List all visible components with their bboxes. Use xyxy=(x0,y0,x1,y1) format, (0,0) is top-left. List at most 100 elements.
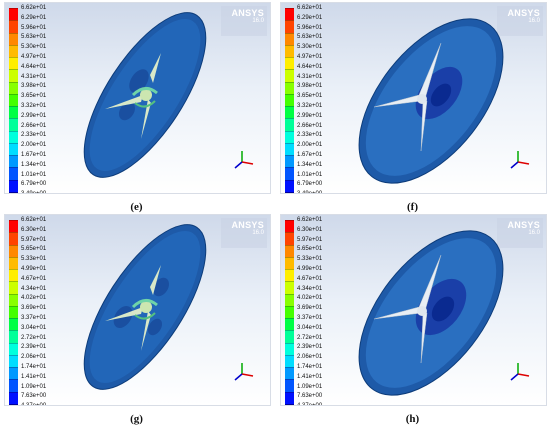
colorbar-label: 2.06e+01 xyxy=(21,354,47,361)
colorbar-label: 1.34e+01 xyxy=(21,161,47,168)
colorbar-label: 4.02e+01 xyxy=(297,295,323,302)
colorbar-label: 3.98e+01 xyxy=(297,83,323,90)
colorbar-label: 1.09e+01 xyxy=(21,383,47,390)
colorbar-segment xyxy=(9,367,18,380)
panel-g: 6.62e+01 6.30e+01 5.97e+01 5.65e+01 5.33e+01… xyxy=(4,214,271,406)
colorbar-segment xyxy=(285,403,294,405)
contour-model-f xyxy=(358,18,504,184)
colorbar-label: 2.00e+01 xyxy=(21,142,47,149)
colorbar-label: 4.34e+01 xyxy=(21,285,47,292)
caption-g: (g) xyxy=(130,413,143,425)
contour-model-h xyxy=(358,230,504,396)
colorbar-label: 7.63e+00 xyxy=(297,393,323,400)
colorbar-segment xyxy=(9,330,18,343)
colorbar-label: 5.63e+01 xyxy=(21,34,47,41)
colorbar-label: 3.04e+01 xyxy=(297,324,323,331)
colorbar-label: 4.97e+01 xyxy=(21,53,47,60)
colorbar-segment xyxy=(9,69,18,82)
colorbar-segment xyxy=(9,118,18,131)
colorbar-label: 2.39e+01 xyxy=(21,344,47,351)
brand-name: ANSYS xyxy=(507,220,540,230)
colorbar-label: 6.79e+00 xyxy=(297,181,323,188)
colorbar-label: 5.97e+01 xyxy=(21,236,47,243)
colorbar-label: 5.63e+01 xyxy=(297,34,323,41)
colorbar-segment xyxy=(285,8,294,21)
colorbar-segment xyxy=(9,8,18,21)
colorbar-segment xyxy=(9,342,18,355)
colorbar-label: 4.64e+01 xyxy=(297,63,323,70)
colorbar-label: 4.37e+00 xyxy=(297,402,322,405)
colorbar-label: 2.06e+01 xyxy=(297,354,323,361)
brand-version: 16.0 xyxy=(528,230,540,236)
colorbar-label: 4.02e+01 xyxy=(21,295,47,302)
colorbar-label: 2.72e+01 xyxy=(297,334,323,341)
colorbar-segment xyxy=(9,167,18,180)
colorbar-segment xyxy=(285,220,294,233)
colorbar-label: 4.67e+01 xyxy=(21,275,47,282)
panel-h: 6.62e+01 6.30e+01 5.97e+01 5.65e+01 5.33e+01… xyxy=(280,214,547,406)
colorbar-segment xyxy=(285,57,294,70)
colorbar-segment xyxy=(9,93,18,106)
colorbar-segment xyxy=(285,305,294,318)
colorbar-label: 3.69e+01 xyxy=(21,305,47,312)
colorbar-label: 4.37e+00 xyxy=(21,402,46,405)
colorbar-segment xyxy=(9,44,18,57)
colorbar-label: 6.29e+01 xyxy=(21,14,47,21)
colorbar-labels: 6.62e+01 6.30e+01 5.97e+01 5.65e+01 5.33e+01… xyxy=(21,216,47,405)
colorbar-segment xyxy=(9,256,18,269)
colorbar-label: 4.31e+01 xyxy=(297,73,323,80)
colorbar-label: 5.96e+01 xyxy=(297,24,323,31)
colorbar-label: 3.32e+01 xyxy=(297,102,323,109)
colorbar-segment xyxy=(9,354,18,367)
brand-version: 16.0 xyxy=(252,18,264,24)
colorbar-segment xyxy=(9,32,18,45)
colorbar-segment xyxy=(9,391,18,404)
axis-triad-icon xyxy=(510,363,530,381)
colorbar-label: 3.49e+00 xyxy=(21,190,46,193)
colorbar-label: 1.01e+01 xyxy=(21,171,47,178)
colorbar-labels: 6.62e+01 6.29e+01 5.96e+01 5.63e+01 5.30e+01… xyxy=(297,4,323,193)
axis-triad-icon xyxy=(510,151,530,169)
colorbar-label: 2.33e+01 xyxy=(21,132,47,139)
colorbar-segment xyxy=(9,142,18,155)
colorbar-segment xyxy=(9,403,18,405)
colorbar-label: 2.66e+01 xyxy=(297,122,323,129)
colorbar-label: 5.65e+01 xyxy=(21,246,47,253)
colorbar xyxy=(285,8,294,193)
colorbar-segment xyxy=(9,57,18,70)
colorbar-label: 5.33e+01 xyxy=(21,256,47,263)
colorbar-segment xyxy=(285,391,294,404)
panel-f: 6.62e+01 6.29e+01 5.96e+01 5.63e+01 5.30e+01… xyxy=(280,2,547,194)
colorbar-label: 1.67e+01 xyxy=(21,151,47,158)
colorbar-segment xyxy=(9,379,18,392)
colorbar-segment xyxy=(285,281,294,294)
colorbar-label: 3.37e+01 xyxy=(297,314,323,321)
colorbar xyxy=(9,220,18,405)
colorbar-labels: 6.62e+01 6.29e+01 5.96e+01 5.63e+01 5.30e+01… xyxy=(21,4,47,193)
colorbar-label: 7.63e+00 xyxy=(21,393,47,400)
colorbar-segment xyxy=(9,20,18,33)
colorbar-segment xyxy=(285,20,294,33)
colorbar-segment xyxy=(285,191,294,193)
colorbar xyxy=(9,8,18,193)
colorbar-label: 1.41e+01 xyxy=(297,373,323,380)
colorbar-label: 2.99e+01 xyxy=(21,112,47,119)
brand-name: ANSYS xyxy=(231,220,264,230)
colorbar xyxy=(285,220,294,405)
caption-h: (h) xyxy=(405,413,420,425)
colorbar-label: 2.39e+01 xyxy=(297,344,323,351)
colorbar-label: 1.01e+01 xyxy=(297,171,323,178)
brand-name: ANSYS xyxy=(507,8,540,18)
colorbar-label: 4.34e+01 xyxy=(297,285,323,292)
colorbar-segment xyxy=(285,32,294,45)
caption-f: (f) xyxy=(407,201,418,213)
colorbar-label: 1.74e+01 xyxy=(297,363,323,370)
colorbar-label: 4.99e+01 xyxy=(21,265,47,272)
colorbar-segment xyxy=(285,342,294,355)
colorbar-label: 4.64e+01 xyxy=(21,63,47,70)
colorbar-segment xyxy=(285,318,294,331)
colorbar-segment xyxy=(9,130,18,143)
colorbar-label: 4.31e+01 xyxy=(21,73,47,80)
colorbar-segment xyxy=(285,244,294,257)
colorbar-label: 1.41e+01 xyxy=(21,373,47,380)
